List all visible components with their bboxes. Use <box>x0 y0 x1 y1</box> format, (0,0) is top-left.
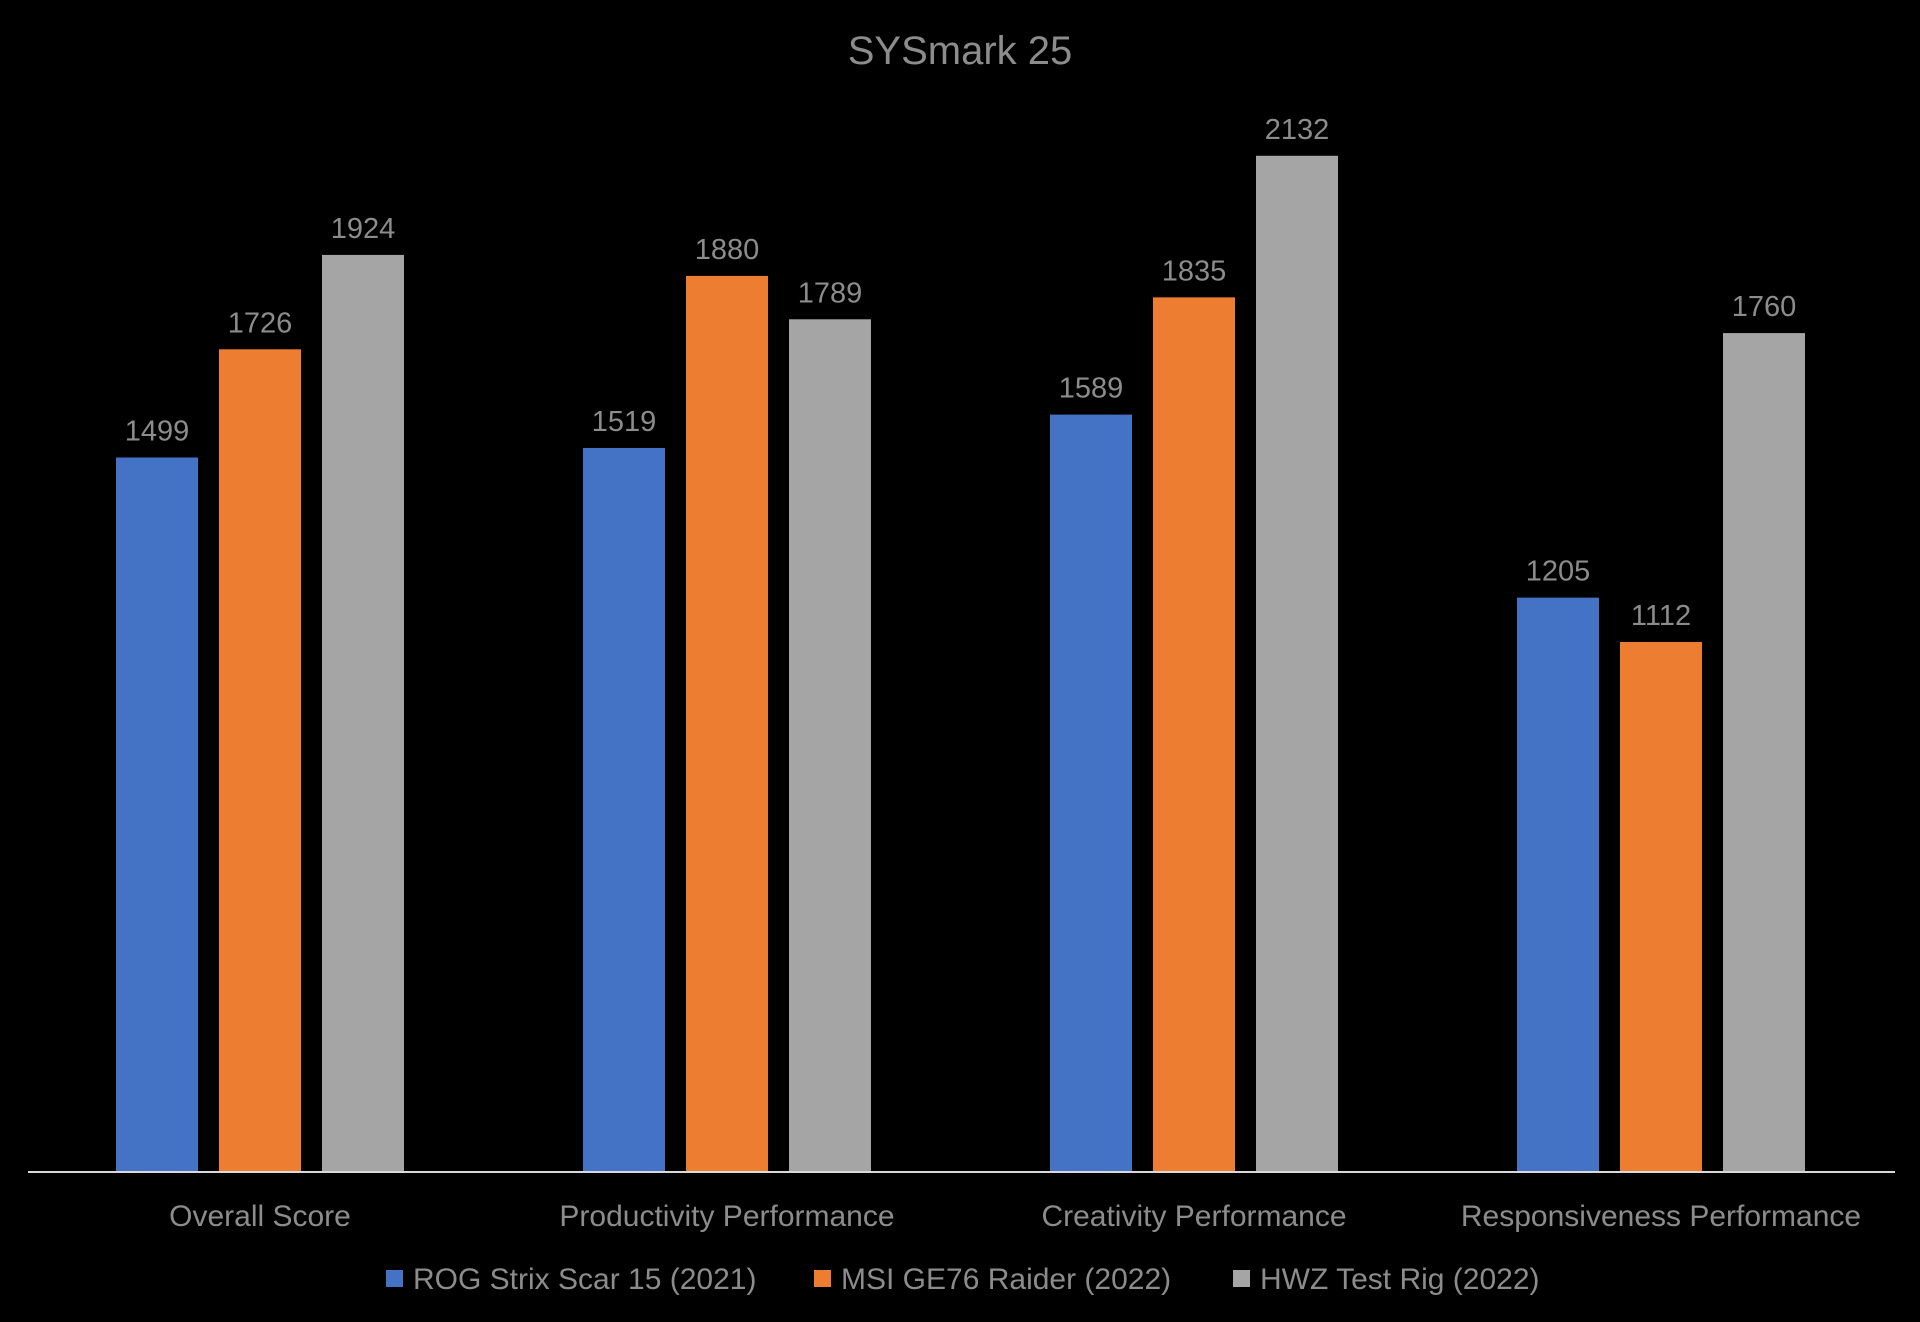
legend-swatch <box>1233 1270 1250 1287</box>
data-label: 1205 <box>1526 556 1591 588</box>
category-label: Creativity Performance <box>1041 1200 1346 1233</box>
legend-swatch <box>386 1270 403 1287</box>
bar-overall-score-series-2 <box>219 349 301 1172</box>
bar-creativity-performance-series-1 <box>1050 414 1132 1173</box>
category-label: Productivity Performance <box>559 1200 894 1233</box>
category-label: Responsiveness Performance <box>1461 1200 1861 1233</box>
legend-label: MSI GE76 Raider (2022) <box>841 1263 1171 1296</box>
legend-label: ROG Strix Scar 15 (2021) <box>413 1263 756 1296</box>
data-label: 1760 <box>1732 291 1797 323</box>
category-labels: Overall Score Productivity Performance Cre… <box>169 1200 1861 1233</box>
bar-responsiveness-performance-series-2 <box>1620 641 1702 1172</box>
bar-overall-score-series-3 <box>322 254 404 1173</box>
data-label: 2132 <box>1265 114 1330 146</box>
data-label: 1789 <box>798 277 863 309</box>
data-label: 1499 <box>125 415 190 447</box>
chart-title: SYSmark 25 <box>848 29 1073 73</box>
bar-productivity-performance-series-1 <box>583 447 665 1172</box>
data-labels-layer: 1499 1726 1924 1519 1880 1789 1589 1835 2132 1205… <box>125 114 1797 632</box>
bar-responsiveness-performance-series-3 <box>1723 333 1805 1172</box>
data-label: 1924 <box>331 213 396 245</box>
data-label: 1519 <box>592 406 657 438</box>
bar-responsiveness-performance-series-1 <box>1517 597 1599 1172</box>
category-label: Overall Score <box>169 1200 351 1233</box>
bar-productivity-performance-series-3 <box>789 319 871 1172</box>
bar-creativity-performance-series-2 <box>1153 297 1235 1172</box>
legend-swatch <box>814 1270 831 1287</box>
legend: ROG Strix Scar 15 (2021) MSI GE76 Raider … <box>386 1263 1540 1296</box>
data-label: 1835 <box>1162 255 1227 287</box>
bar-creativity-performance-series-3 <box>1256 155 1338 1173</box>
data-label: 1726 <box>228 307 293 339</box>
bar-overall-score-series-1 <box>116 457 198 1173</box>
data-label: 1589 <box>1059 373 1124 405</box>
data-label: 1112 <box>1631 600 1691 632</box>
data-label: 1880 <box>695 234 760 266</box>
bars-layer <box>116 155 1805 1173</box>
bar-productivity-performance-series-2 <box>686 275 768 1172</box>
legend-label: HWZ Test Rig (2022) <box>1260 1263 1540 1296</box>
